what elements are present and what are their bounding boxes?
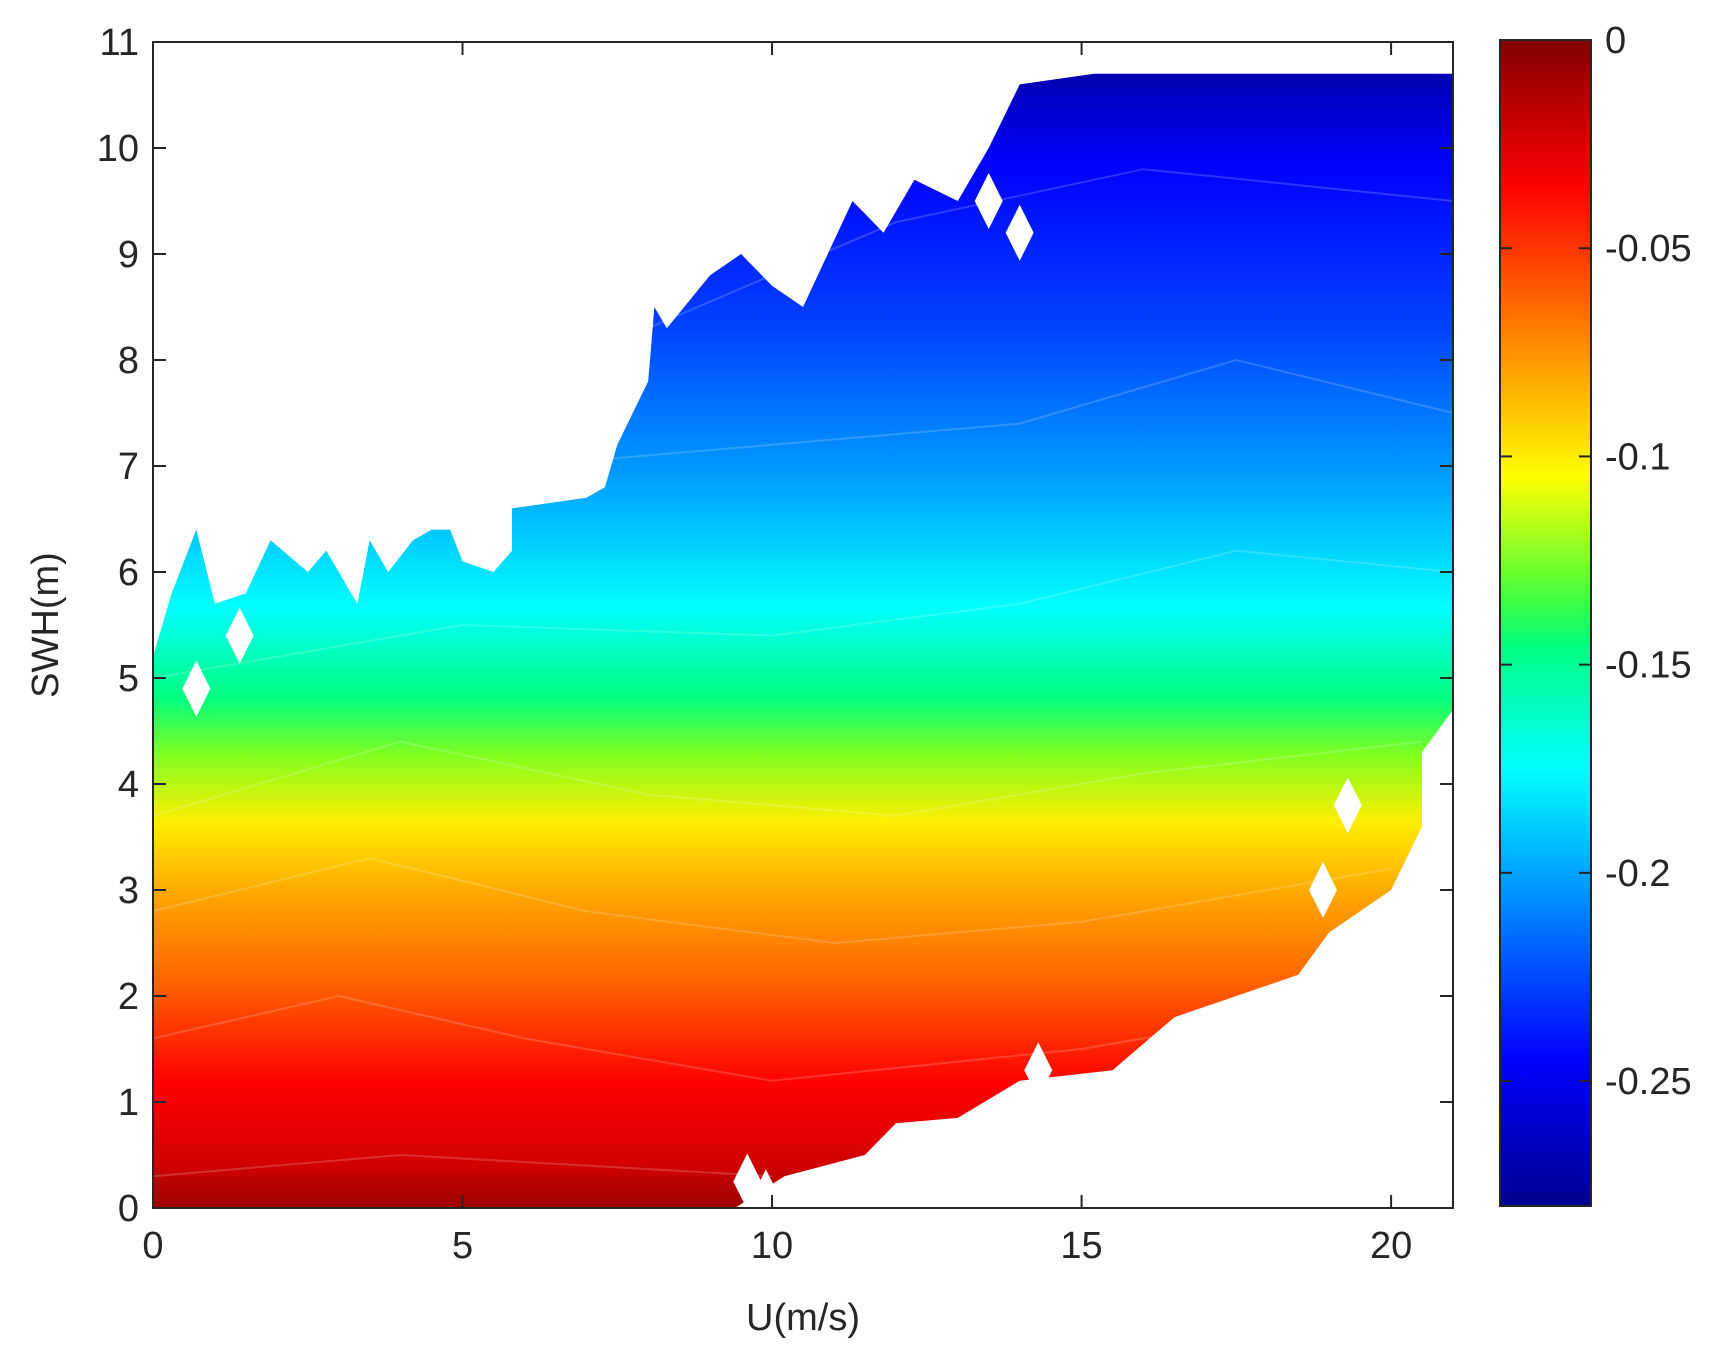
y-axis-label: SWH(m) [25, 552, 67, 698]
missing-data-gaps [182, 173, 1375, 1208]
contour-line [647, 168, 1453, 330]
plot-area: 0 5 10 15 20 0 1 2 3 4 5 6 7 8 9 10 11 U(m/s) SWH(m) [25, 22, 1454, 1339]
colorbar-scale [1500, 40, 1591, 1206]
data-gap [1284, 1042, 1313, 1099]
x-axis-ticks: 0 5 10 15 20 [142, 42, 1412, 1267]
contour-lines [153, 168, 1453, 1178]
contour-field [153, 73, 1453, 1208]
plot-frame [152, 41, 1454, 1209]
y-tick-label: 8 [118, 340, 139, 382]
y-tick-label: 11 [100, 22, 139, 64]
data-gap [1024, 1042, 1053, 1099]
y-tick-label: 0 [118, 1188, 139, 1230]
contour-line [524, 358, 1453, 467]
y-tick-label: 2 [118, 976, 139, 1018]
data-gap [1005, 204, 1034, 261]
colorbar-tick-label: -0.15 [1605, 645, 1692, 687]
contour-line [153, 1153, 773, 1178]
contour-line [153, 994, 1392, 1082]
data-gap [182, 660, 211, 717]
contour-line [153, 549, 1453, 679]
colorbar: 0 -0.05 -0.1 -0.15 -0.2 -0.25 [1499, 20, 1692, 1207]
y-tick-label: 7 [118, 446, 139, 488]
y-tick-label: 1 [118, 1082, 139, 1124]
y-tick-label: 4 [118, 764, 139, 806]
colorbar-tick-label: 0 [1605, 20, 1626, 62]
y-tick-label: 6 [118, 552, 139, 594]
y-tick-label: 3 [118, 870, 139, 912]
data-gap [1309, 862, 1337, 918]
colorbar-ticks: 0 -0.05 -0.1 -0.15 -0.2 -0.25 [1500, 20, 1692, 1103]
x-tick-label: 0 [142, 1225, 163, 1267]
colorbar-tick-label: -0.2 [1605, 853, 1670, 895]
x-tick-label: 5 [452, 1225, 473, 1267]
x-tick-label: 10 [751, 1225, 793, 1267]
y-tick-label: 9 [118, 234, 139, 276]
colorbar-tick-label: -0.05 [1605, 228, 1692, 270]
y-tick-label: 10 [97, 128, 139, 170]
data-gap [1333, 777, 1362, 834]
colorbar-tick-label: -0.1 [1605, 436, 1670, 478]
data-gap [1346, 946, 1375, 1003]
data-gap [974, 173, 1003, 229]
filled-contour-region [153, 73, 1453, 1208]
y-axis-ticks: 0 1 2 3 4 5 6 7 8 9 10 11 [97, 22, 1453, 1230]
data-gap [225, 607, 254, 664]
contour-line [153, 857, 1392, 945]
y-tick-label: 5 [118, 658, 139, 700]
x-axis-label: U(m/s) [746, 1297, 860, 1339]
x-tick-label: 15 [1060, 1225, 1102, 1267]
colorbar-tick-label: -0.25 [1605, 1061, 1692, 1103]
colorbar-frame [1499, 39, 1592, 1207]
contour-line [153, 740, 1423, 817]
x-tick-label: 20 [1370, 1225, 1412, 1267]
